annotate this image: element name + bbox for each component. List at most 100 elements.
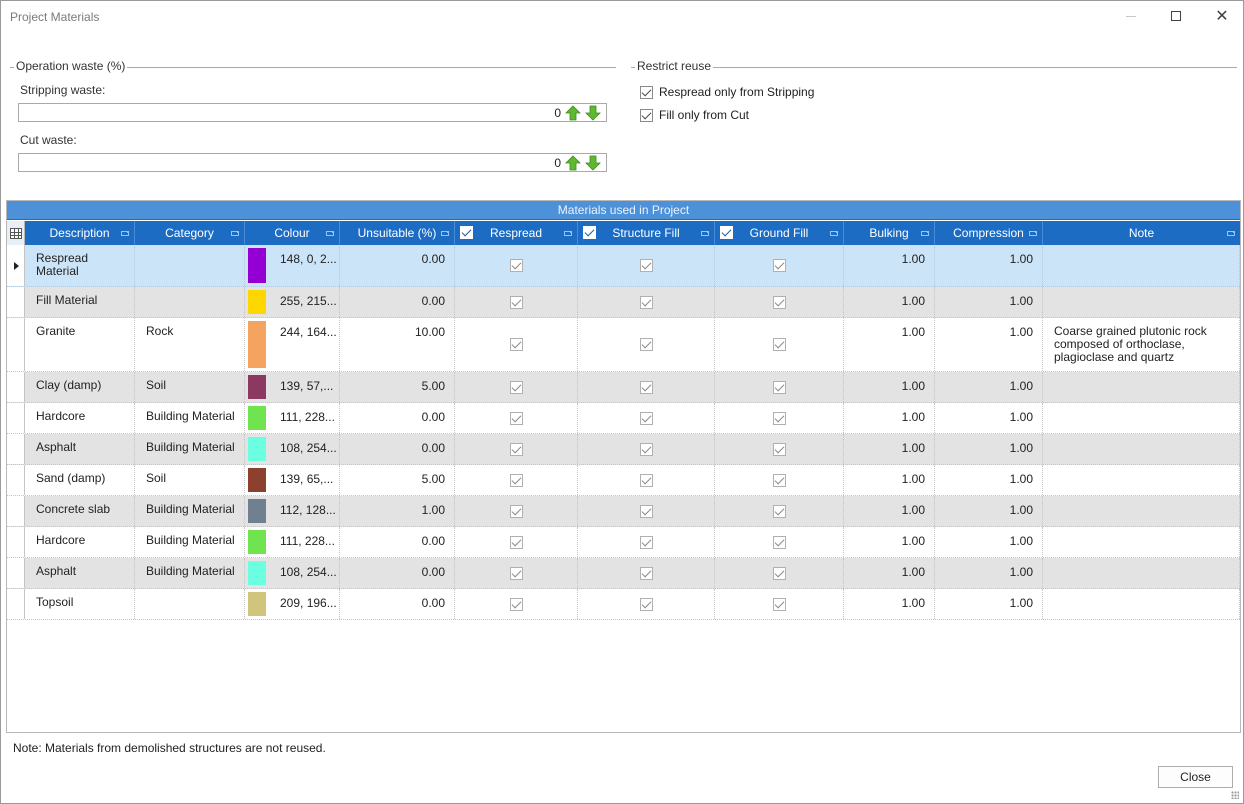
cell-structure-fill[interactable]: [578, 318, 715, 371]
structure-fill-checkbox[interactable]: [639, 597, 653, 611]
cell-description[interactable]: Hardcore: [25, 527, 135, 557]
respread-checkbox[interactable]: [509, 380, 523, 394]
cell-structure-fill[interactable]: [578, 245, 715, 286]
green-up-arrow-icon[interactable]: [565, 155, 581, 171]
structure-fill-select-all-checkbox[interactable]: [583, 226, 596, 239]
structure-fill-checkbox[interactable]: [639, 259, 653, 272]
structure-fill-checkbox[interactable]: [639, 535, 653, 549]
cell-description[interactable]: Asphalt: [25, 558, 135, 588]
cell-category[interactable]: [135, 245, 245, 286]
pin-icon[interactable]: [1227, 229, 1235, 236]
maximize-button[interactable]: [1153, 1, 1199, 31]
cell-colour[interactable]: 108, 254...: [245, 558, 340, 588]
cell-respread[interactable]: [455, 287, 578, 317]
cell-colour[interactable]: 108, 254...: [245, 434, 340, 464]
structure-fill-checkbox[interactable]: [639, 473, 653, 487]
cell-category[interactable]: Building Material: [135, 496, 245, 526]
cell-respread[interactable]: [455, 245, 578, 286]
respread-checkbox[interactable]: [509, 338, 523, 351]
colour-swatch[interactable]: [248, 290, 266, 314]
ground-fill-checkbox[interactable]: [772, 411, 786, 425]
cell-bulking[interactable]: 1.00: [844, 589, 935, 619]
row-header-cell[interactable]: [7, 318, 25, 371]
row-header-cell[interactable]: [7, 403, 25, 433]
fill-only-label[interactable]: Fill only from Cut: [659, 108, 750, 122]
respread-checkbox[interactable]: [509, 295, 523, 309]
respread-only-option[interactable]: Respread only from Stripping: [640, 85, 814, 99]
cell-category[interactable]: Soil: [135, 372, 245, 402]
ground-fill-checkbox[interactable]: [772, 259, 786, 272]
pin-icon[interactable]: [701, 229, 709, 236]
cell-respread[interactable]: [455, 558, 578, 588]
cell-colour[interactable]: 209, 196...: [245, 589, 340, 619]
column-header-structure-fill[interactable]: Structure Fill: [578, 221, 715, 245]
column-header-category[interactable]: Category: [135, 221, 245, 245]
cell-description[interactable]: Hardcore: [25, 403, 135, 433]
cell-unsuitable[interactable]: 0.00: [340, 527, 455, 557]
cell-unsuitable[interactable]: 0.00: [340, 287, 455, 317]
fill-only-checkbox[interactable]: [640, 108, 653, 122]
structure-fill-checkbox[interactable]: [639, 566, 653, 580]
cell-unsuitable[interactable]: 5.00: [340, 465, 455, 495]
cell-description[interactable]: Concrete slab: [25, 496, 135, 526]
cell-respread[interactable]: [455, 496, 578, 526]
resize-grip-icon[interactable]: [1231, 791, 1239, 799]
pin-icon[interactable]: [231, 229, 239, 236]
column-header-respread[interactable]: Respread: [455, 221, 578, 245]
cell-respread[interactable]: [455, 372, 578, 402]
cell-structure-fill[interactable]: [578, 403, 715, 433]
green-up-arrow-icon[interactable]: [565, 105, 581, 121]
table-row[interactable]: Granite Rock 244, 164... 10.00 1.00 1.00 Coars…: [7, 318, 1240, 372]
cell-compression[interactable]: 1.00: [935, 589, 1043, 619]
cell-ground-fill[interactable]: [715, 372, 844, 402]
row-header-cell[interactable]: [7, 434, 25, 464]
cell-category[interactable]: Building Material: [135, 527, 245, 557]
table-row[interactable]: Topsoil 209, 196... 0.00 1.00 1.00: [7, 589, 1240, 620]
cell-description[interactable]: Granite: [25, 318, 135, 371]
respread-only-label[interactable]: Respread only from Stripping: [659, 85, 815, 99]
cell-colour[interactable]: 111, 228...: [245, 403, 340, 433]
minimize-button[interactable]: [1108, 1, 1154, 31]
respread-checkbox[interactable]: [509, 504, 523, 518]
cell-description[interactable]: Clay (damp): [25, 372, 135, 402]
cell-structure-fill[interactable]: [578, 496, 715, 526]
cell-ground-fill[interactable]: [715, 434, 844, 464]
column-header-bulking[interactable]: Bulking: [844, 221, 935, 245]
ground-fill-checkbox[interactable]: [772, 442, 786, 456]
cell-category[interactable]: [135, 589, 245, 619]
pin-icon[interactable]: [830, 229, 838, 236]
cell-colour[interactable]: 112, 128...: [245, 496, 340, 526]
cell-bulking[interactable]: 1.00: [844, 318, 935, 371]
respread-select-all-checkbox[interactable]: [460, 226, 473, 239]
cell-bulking[interactable]: 1.00: [844, 245, 935, 286]
cell-category[interactable]: Building Material: [135, 403, 245, 433]
colour-swatch[interactable]: [248, 530, 266, 554]
cell-compression[interactable]: 1.00: [935, 372, 1043, 402]
cell-description[interactable]: Asphalt: [25, 434, 135, 464]
cell-bulking[interactable]: 1.00: [844, 372, 935, 402]
column-header-compression[interactable]: Compression: [935, 221, 1043, 245]
colour-swatch[interactable]: [248, 592, 266, 616]
cell-unsuitable[interactable]: 0.00: [340, 589, 455, 619]
row-header-cell[interactable]: [7, 465, 25, 495]
table-row[interactable]: Asphalt Building Material 108, 254... 0.00 1…: [7, 434, 1240, 465]
colour-swatch[interactable]: [248, 561, 266, 585]
ground-fill-checkbox[interactable]: [772, 338, 786, 351]
cell-respread[interactable]: [455, 403, 578, 433]
cell-category[interactable]: Soil: [135, 465, 245, 495]
close-button[interactable]: Close: [1158, 766, 1233, 788]
ground-fill-checkbox[interactable]: [772, 566, 786, 580]
table-row[interactable]: Concrete slab Building Material 112, 128..…: [7, 496, 1240, 527]
cell-category[interactable]: [135, 287, 245, 317]
close-window-button[interactable]: ✕: [1199, 1, 1244, 31]
structure-fill-checkbox[interactable]: [639, 411, 653, 425]
table-row[interactable]: Fill Material 255, 215... 0.00 1.00 1.00: [7, 287, 1240, 318]
cell-note[interactable]: [1043, 589, 1240, 619]
cell-note[interactable]: [1043, 527, 1240, 557]
cell-bulking[interactable]: 1.00: [844, 558, 935, 588]
row-header-cell[interactable]: [7, 287, 25, 317]
cell-unsuitable[interactable]: 0.00: [340, 245, 455, 286]
cell-ground-fill[interactable]: [715, 465, 844, 495]
cell-note[interactable]: [1043, 465, 1240, 495]
cell-note[interactable]: [1043, 496, 1240, 526]
